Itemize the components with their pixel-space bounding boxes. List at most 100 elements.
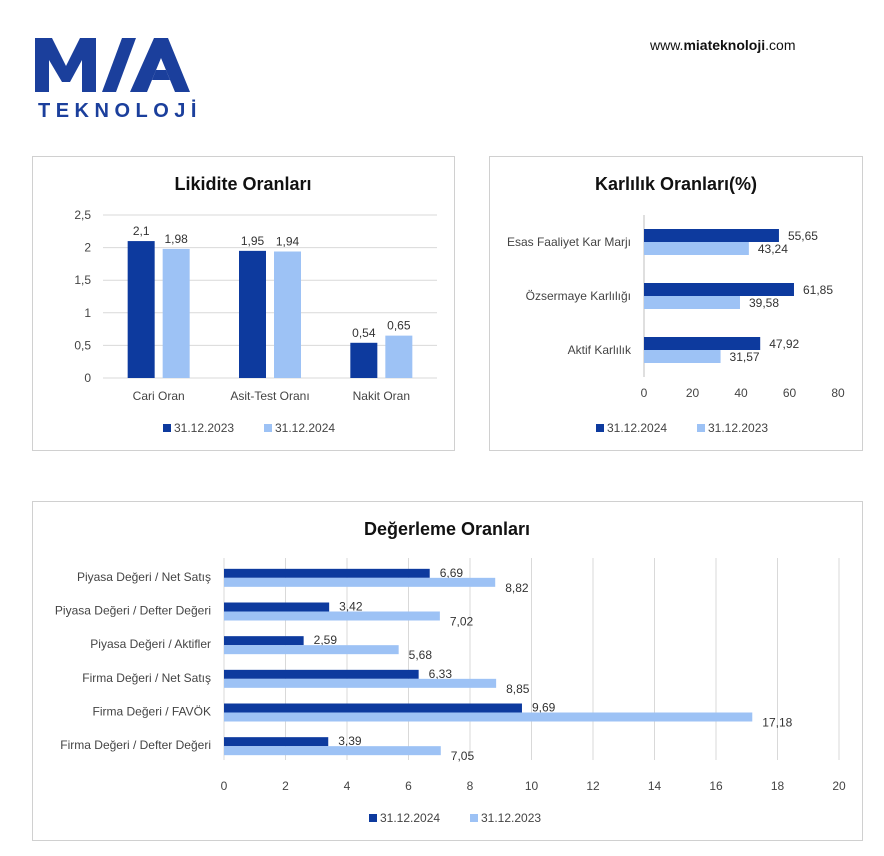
- data-label: 9,69: [532, 701, 556, 715]
- data-label: 0,54: [352, 326, 376, 340]
- category-label: Piyasa Değeri / Aktifler: [90, 637, 211, 651]
- data-label: 7,05: [451, 749, 475, 763]
- x-tick-label: 60: [783, 386, 797, 400]
- category-label: Firma Değeri / Net Satış: [82, 671, 211, 685]
- bar: [224, 746, 441, 756]
- data-label: 43,24: [758, 242, 788, 256]
- data-label: 31,57: [730, 350, 760, 364]
- category-label: Özsermaye Karlılığı: [526, 289, 631, 303]
- bar: [644, 296, 740, 309]
- bar: [644, 283, 794, 296]
- x-tick-label: Nakit Oran: [353, 389, 410, 403]
- y-tick-label: 1,5: [74, 273, 91, 287]
- data-label: 39,58: [749, 296, 779, 310]
- data-label: 6,33: [429, 667, 453, 681]
- bar: [274, 251, 301, 378]
- legend-swatch: [163, 424, 171, 432]
- bar: [644, 350, 721, 363]
- website-suffix: .com: [765, 37, 796, 53]
- data-label: 8,85: [506, 682, 530, 696]
- legend-label: 31.12.2023: [481, 811, 541, 825]
- bar: [162, 248, 190, 378]
- bar: [224, 568, 430, 578]
- x-tick-label: 0: [641, 386, 648, 400]
- bar: [224, 577, 496, 587]
- category-label: Firma Değeri / Defter Değeri: [60, 738, 211, 752]
- chart-title: Likidite Oranları: [174, 174, 311, 194]
- website-url[interactable]: www.miateknoloji.com: [650, 37, 795, 53]
- valuation-chart: Değerleme Oranları 0 2 4 6 8 10 12 14 16 18 20 6,69 8…: [55, 519, 846, 825]
- data-label: 8,82: [505, 581, 529, 595]
- y-tick-label: 0,5: [74, 338, 91, 352]
- valuation-chart-panel: Değerleme Oranları 0 2 4 6 8 10 12 14 16 18 20 6,69 8…: [32, 501, 863, 841]
- bar: [224, 602, 330, 612]
- legend-swatch: [697, 424, 705, 432]
- data-label: 17,18: [762, 716, 792, 730]
- data-label: 2,1: [133, 224, 150, 238]
- x-tick-label: 6: [405, 779, 412, 793]
- bar: [127, 241, 155, 378]
- data-label: 61,85: [803, 283, 833, 297]
- bar: [644, 242, 749, 255]
- data-label: 1,98: [164, 232, 188, 246]
- bar: [224, 645, 399, 655]
- category-label: Aktif Karlılık: [568, 343, 632, 357]
- x-tick-label: 8: [467, 779, 474, 793]
- data-label: 3,42: [339, 600, 363, 614]
- bar: [224, 678, 497, 688]
- x-tick-label: 12: [586, 779, 600, 793]
- legend-swatch: [470, 814, 478, 822]
- category-label: Firma Değeri / FAVÖK: [93, 705, 211, 719]
- x-tick-label: Asit-Test Oranı: [230, 389, 309, 403]
- legend-label: 31.12.2024: [607, 421, 667, 435]
- x-tick-label: 18: [771, 779, 785, 793]
- x-tick-label: 2: [282, 779, 289, 793]
- data-label: 55,65: [788, 229, 818, 243]
- liquidity-chart-panel: Likidite Oranları 0 0,5 1 1,5 2 2,5 2,1 1,98 Cari…: [32, 156, 455, 451]
- bar: [224, 703, 522, 713]
- y-tick-label: 1: [84, 306, 91, 320]
- x-tick-label: 80: [831, 386, 845, 400]
- category-label: Piyasa Değeri / Net Satış: [77, 570, 211, 584]
- data-label: 6,69: [440, 566, 464, 580]
- bar: [224, 636, 304, 646]
- company-logo: TEKNOLOJİ: [30, 30, 200, 130]
- chart-title: Karlılık Oranları(%): [595, 174, 757, 194]
- category-label: Esas Faaliyet Kar Marjı: [507, 235, 631, 249]
- website-prefix: www.: [650, 37, 684, 53]
- legend-swatch: [596, 424, 604, 432]
- legend-label: 31.12.2024: [275, 421, 335, 435]
- profitability-chart-panel: Karlılık Oranları(%) 0 20 40 60 80 55,65 43,24 E…: [489, 156, 863, 451]
- data-label: 7,02: [450, 615, 474, 629]
- y-tick-label: 0: [84, 371, 91, 385]
- bar: [644, 337, 761, 350]
- data-label: 0,65: [387, 319, 411, 333]
- data-label: 2,59: [314, 633, 338, 647]
- logo-subtitle: TEKNOLOJİ: [38, 100, 202, 122]
- x-tick-label: 20: [832, 779, 846, 793]
- logo-graphic: [35, 38, 190, 92]
- legend-label: 31.12.2023: [174, 421, 234, 435]
- liquidity-chart: Likidite Oranları 0 0,5 1 1,5 2 2,5 2,1 1,98 Cari…: [74, 174, 437, 435]
- bar: [644, 229, 779, 242]
- x-tick-label: 20: [686, 386, 700, 400]
- bar: [239, 250, 266, 378]
- x-tick-label: 10: [525, 779, 539, 793]
- category-label: Piyasa Değeri / Defter Değeri: [55, 604, 211, 618]
- chart-title: Değerleme Oranları: [364, 519, 530, 539]
- data-label: 5,68: [409, 648, 433, 662]
- legend-label: 31.12.2024: [380, 811, 440, 825]
- x-tick-label: 16: [709, 779, 723, 793]
- bar: [350, 342, 378, 378]
- x-tick-label: Cari Oran: [133, 389, 185, 403]
- website-brand: miateknoloji: [683, 37, 766, 53]
- legend-swatch: [369, 814, 377, 822]
- bar: [224, 669, 419, 679]
- x-tick-label: 40: [734, 386, 748, 400]
- y-tick-label: 2,5: [74, 208, 91, 222]
- x-tick-label: 14: [648, 779, 662, 793]
- legend-swatch: [264, 424, 272, 432]
- bar: [385, 335, 413, 378]
- bar: [224, 611, 440, 621]
